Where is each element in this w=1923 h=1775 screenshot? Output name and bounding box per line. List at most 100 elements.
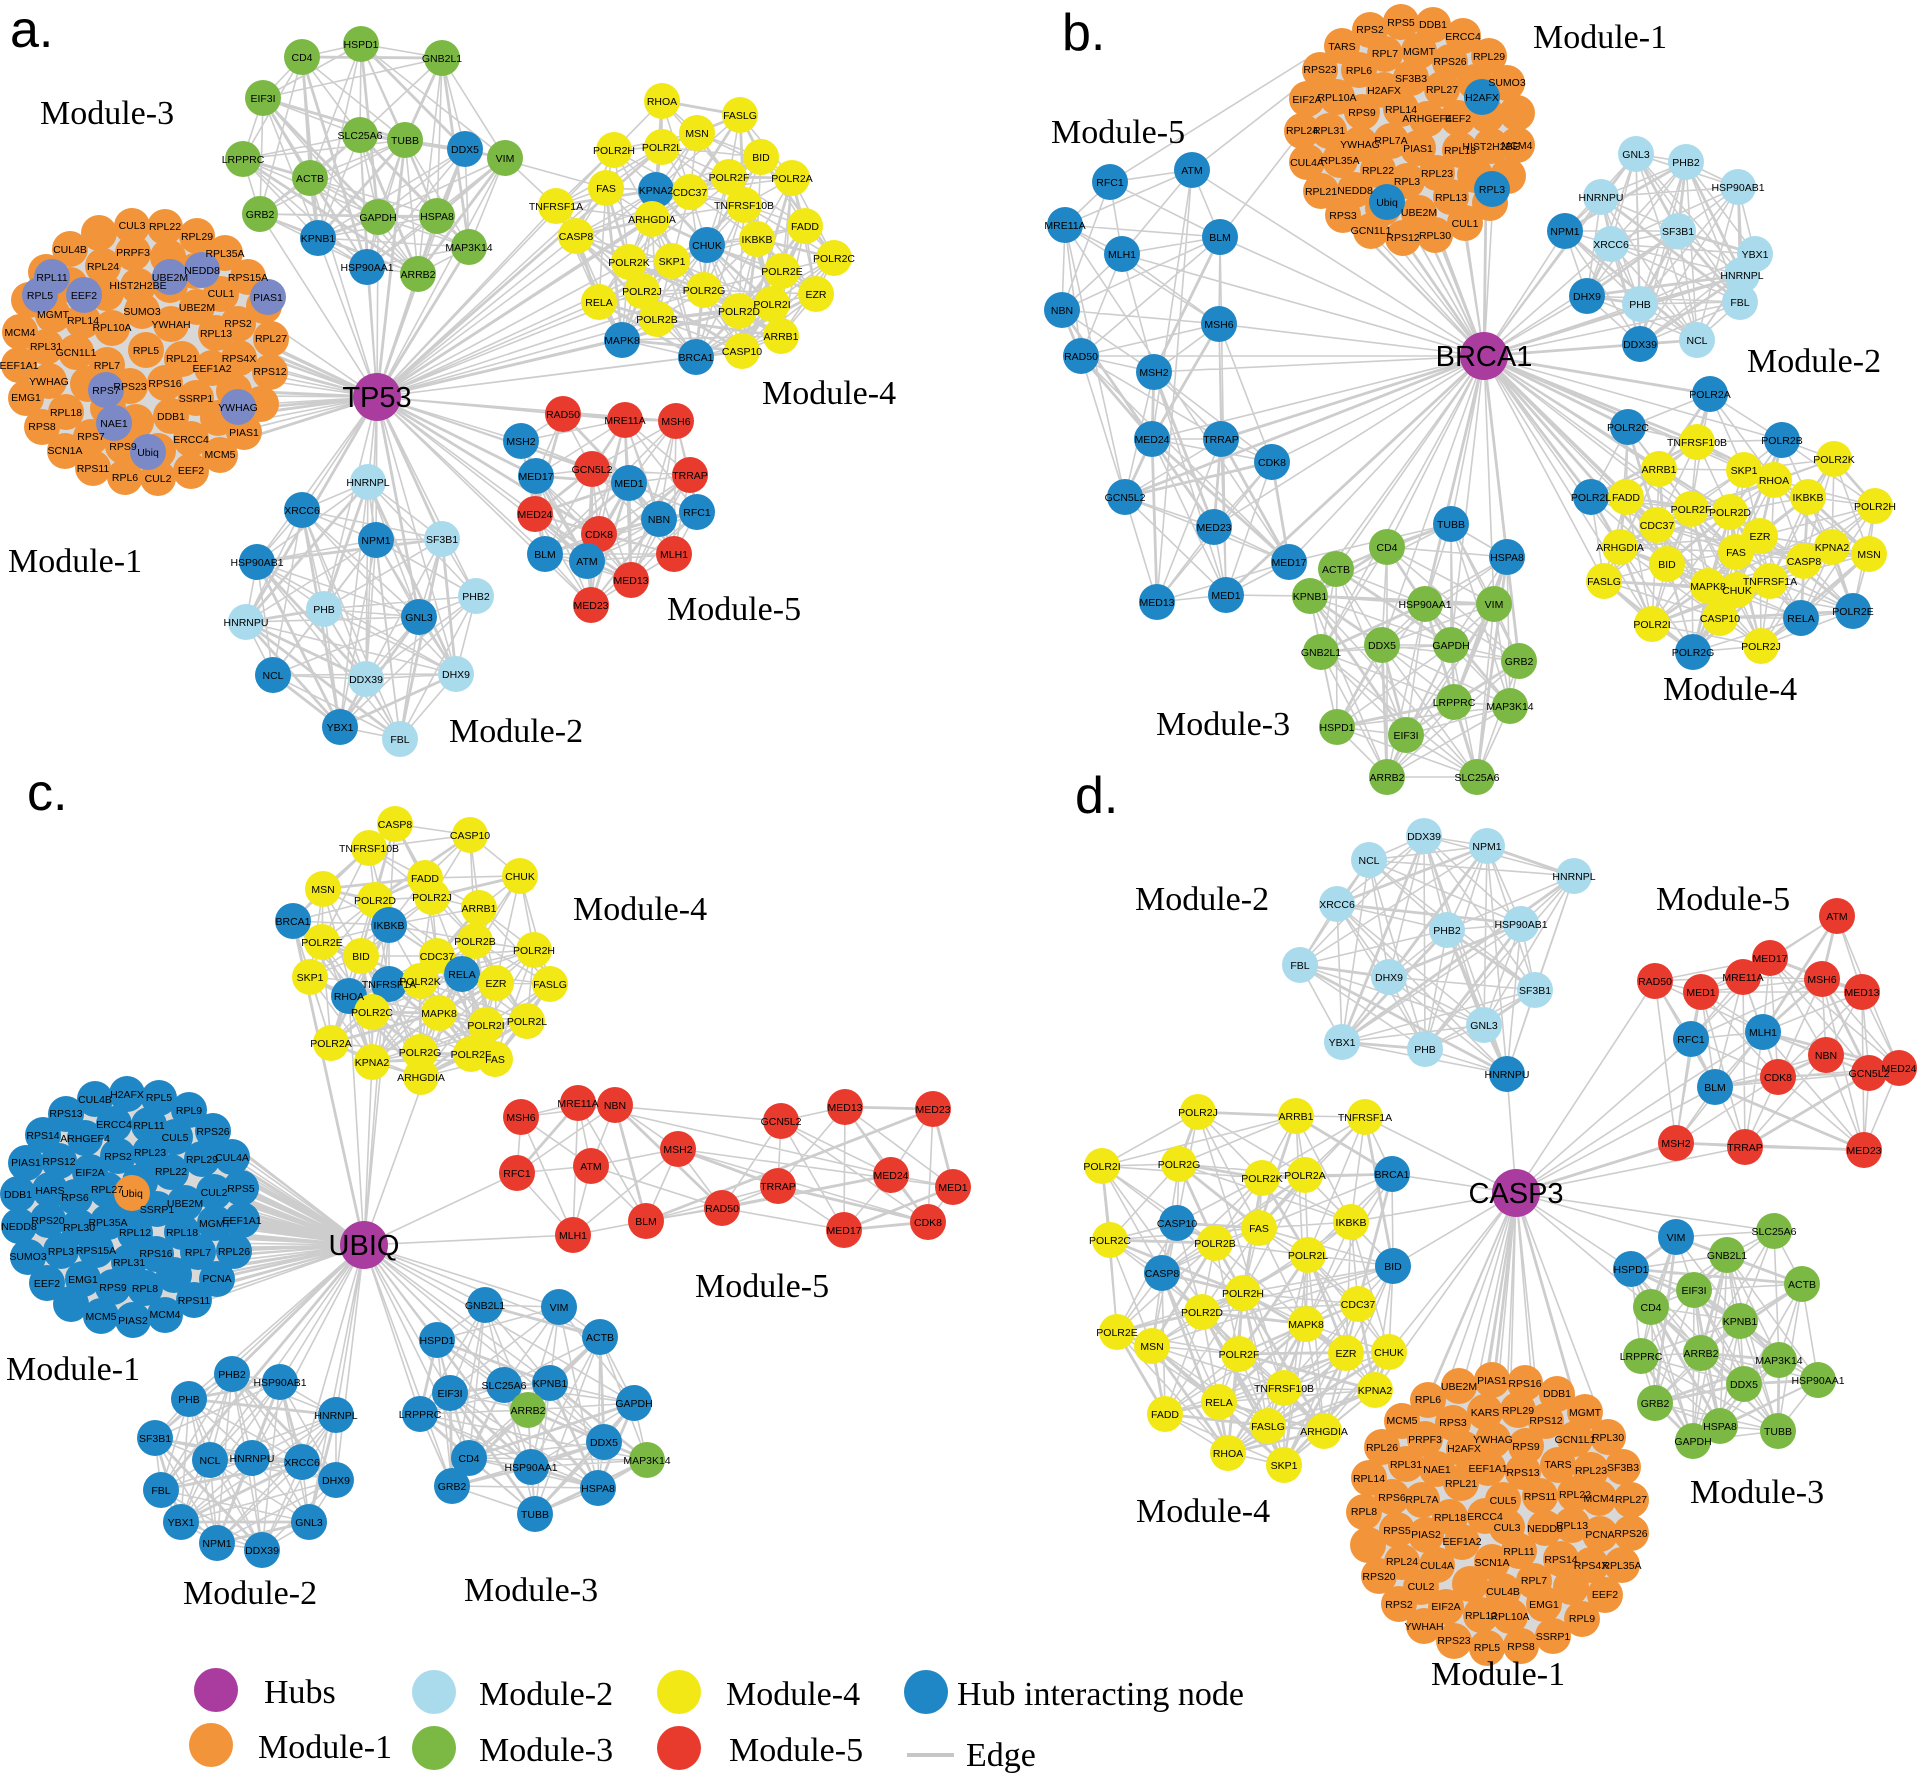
svg-text:HSP90AB1: HSP90AB1 — [1711, 182, 1764, 194]
svg-text:RPS20: RPS20 — [31, 1215, 64, 1227]
svg-text:Module-2: Module-2 — [1747, 343, 1881, 380]
svg-text:GNL3: GNL3 — [1622, 149, 1650, 161]
svg-text:RFC1: RFC1 — [683, 507, 711, 519]
svg-text:MGMT: MGMT — [1403, 46, 1436, 58]
svg-text:CUL4B: CUL4B — [1486, 1586, 1520, 1598]
svg-text:GAPDH: GAPDH — [1674, 1436, 1711, 1448]
svg-text:MED13: MED13 — [827, 1102, 862, 1114]
svg-text:YWHAH: YWHAH — [151, 319, 190, 331]
svg-text:DHX9: DHX9 — [1573, 291, 1601, 303]
svg-text:ARHGEF4: ARHGEF4 — [1402, 113, 1452, 125]
svg-text:RPL3: RPL3 — [48, 1246, 74, 1258]
svg-text:Module-4: Module-4 — [762, 375, 896, 412]
svg-text:RPL11: RPL11 — [36, 272, 67, 284]
svg-text:RPS12: RPS12 — [253, 366, 286, 378]
svg-text:IKBKB: IKBKB — [374, 920, 405, 932]
svg-text:TARS: TARS — [1544, 1459, 1571, 1471]
svg-text:GNL3: GNL3 — [1470, 1020, 1498, 1032]
svg-text:KPNA2: KPNA2 — [1358, 1385, 1393, 1397]
svg-text:KPNB1: KPNB1 — [1293, 591, 1328, 603]
svg-text:PRPF3: PRPF3 — [1408, 1434, 1442, 1446]
svg-text:LRPPRC: LRPPRC — [1433, 697, 1476, 709]
svg-text:TP53: TP53 — [342, 382, 411, 414]
svg-text:RPL30: RPL30 — [1419, 230, 1451, 242]
svg-text:PHB2: PHB2 — [218, 1369, 246, 1381]
svg-text:MCM5: MCM5 — [1387, 1415, 1418, 1427]
svg-text:RPL8: RPL8 — [1351, 1506, 1377, 1518]
svg-text:SKP1: SKP1 — [659, 256, 686, 268]
svg-text:POLR2C: POLR2C — [813, 253, 855, 265]
svg-text:NAE1: NAE1 — [100, 418, 128, 430]
svg-text:SCN1A: SCN1A — [1474, 1557, 1509, 1569]
svg-text:RPL24: RPL24 — [1386, 1556, 1418, 1568]
svg-text:KPNB1: KPNB1 — [533, 1378, 568, 1390]
svg-text:SUMO3: SUMO3 — [1488, 77, 1526, 89]
svg-text:RPL12: RPL12 — [119, 1227, 151, 1239]
svg-text:RPL27: RPL27 — [91, 1184, 123, 1196]
svg-text:MRE11A: MRE11A — [557, 1098, 598, 1110]
svg-text:RPS12: RPS12 — [1529, 1415, 1562, 1427]
svg-text:Module-1: Module-1 — [8, 543, 142, 580]
svg-text:H2AFX: H2AFX — [1465, 92, 1499, 104]
svg-text:MSH6: MSH6 — [661, 416, 690, 428]
svg-text:RPL7A: RPL7A — [1405, 1494, 1438, 1506]
svg-text:TNFRSF1A: TNFRSF1A — [1338, 1112, 1392, 1124]
svg-text:MAP3K14: MAP3K14 — [1486, 701, 1533, 713]
svg-text:SKP1: SKP1 — [297, 972, 324, 984]
svg-text:HSPA8: HSPA8 — [420, 211, 454, 223]
svg-text:SF3B1: SF3B1 — [1519, 985, 1551, 997]
svg-text:HNRNPU: HNRNPU — [224, 617, 269, 629]
svg-text:POLR2H: POLR2H — [1854, 501, 1896, 513]
svg-text:CASP10: CASP10 — [450, 830, 490, 842]
svg-text:CUL1: CUL1 — [208, 288, 235, 300]
svg-text:RPS8: RPS8 — [28, 421, 56, 433]
svg-text:RPS12: RPS12 — [42, 1156, 75, 1168]
svg-text:ARRB2: ARRB2 — [1369, 772, 1404, 784]
svg-text:FASLG: FASLG — [1587, 576, 1621, 588]
svg-text:PHB: PHB — [1414, 1044, 1436, 1056]
svg-text:ACTB: ACTB — [1322, 564, 1350, 576]
svg-text:HNRNPU: HNRNPU — [1579, 192, 1624, 204]
svg-text:RHOA: RHOA — [647, 96, 677, 108]
svg-text:GNL3: GNL3 — [405, 612, 433, 624]
svg-text:XRCC6: XRCC6 — [1593, 239, 1629, 251]
svg-text:YBX1: YBX1 — [168, 1517, 195, 1529]
svg-text:MED24: MED24 — [1134, 434, 1169, 446]
svg-text:RELA: RELA — [1205, 1397, 1232, 1409]
svg-text:RELA: RELA — [585, 297, 612, 309]
svg-text:UBIQ: UBIQ — [329, 1230, 400, 1262]
svg-text:HSPD1: HSPD1 — [343, 39, 378, 51]
svg-text:RPL3: RPL3 — [1479, 184, 1505, 196]
svg-text:UBE2M: UBE2M — [1401, 207, 1437, 219]
svg-text:SSRP1: SSRP1 — [1536, 1631, 1571, 1643]
svg-text:CHUK: CHUK — [1374, 1347, 1404, 1359]
svg-text:NEDD8: NEDD8 — [1337, 185, 1373, 197]
svg-text:ATM: ATM — [580, 1161, 601, 1173]
svg-text:EEF1A2: EEF1A2 — [192, 363, 231, 375]
svg-text:MSH6: MSH6 — [1204, 319, 1233, 331]
svg-text:BID: BID — [1658, 559, 1676, 571]
svg-text:EEF1A2: EEF1A2 — [1442, 1536, 1481, 1548]
svg-text:BID: BID — [352, 951, 370, 963]
svg-text:CD4: CD4 — [291, 52, 312, 64]
svg-text:SF3B1: SF3B1 — [1662, 226, 1694, 238]
svg-text:RPL7A: RPL7A — [1374, 135, 1407, 147]
svg-text:CDC37: CDC37 — [673, 187, 708, 199]
svg-text:Module-5: Module-5 — [729, 1732, 863, 1769]
svg-text:TARS: TARS — [1328, 41, 1355, 53]
svg-text:MED13: MED13 — [1139, 597, 1174, 609]
svg-text:RPS8: RPS8 — [1507, 1641, 1535, 1653]
svg-text:PHB: PHB — [178, 1394, 200, 1406]
svg-text:ACTB: ACTB — [1788, 1279, 1816, 1291]
svg-text:HSPA8: HSPA8 — [1703, 1421, 1737, 1433]
svg-text:CDK8: CDK8 — [585, 529, 613, 541]
svg-text:GCN5L2: GCN5L2 — [1849, 1068, 1890, 1080]
svg-text:VIM: VIM — [1485, 599, 1504, 611]
svg-text:RPS6: RPS6 — [1378, 1492, 1406, 1504]
svg-text:TRRAP: TRRAP — [1203, 434, 1239, 446]
svg-text:RPL10A: RPL10A — [92, 322, 131, 334]
svg-text:KPNA2: KPNA2 — [355, 1057, 390, 1069]
svg-text:CUL2: CUL2 — [145, 473, 172, 485]
svg-text:GAPDH: GAPDH — [1432, 640, 1469, 652]
svg-text:HIST2H2BE: HIST2H2BE — [1462, 141, 1519, 153]
